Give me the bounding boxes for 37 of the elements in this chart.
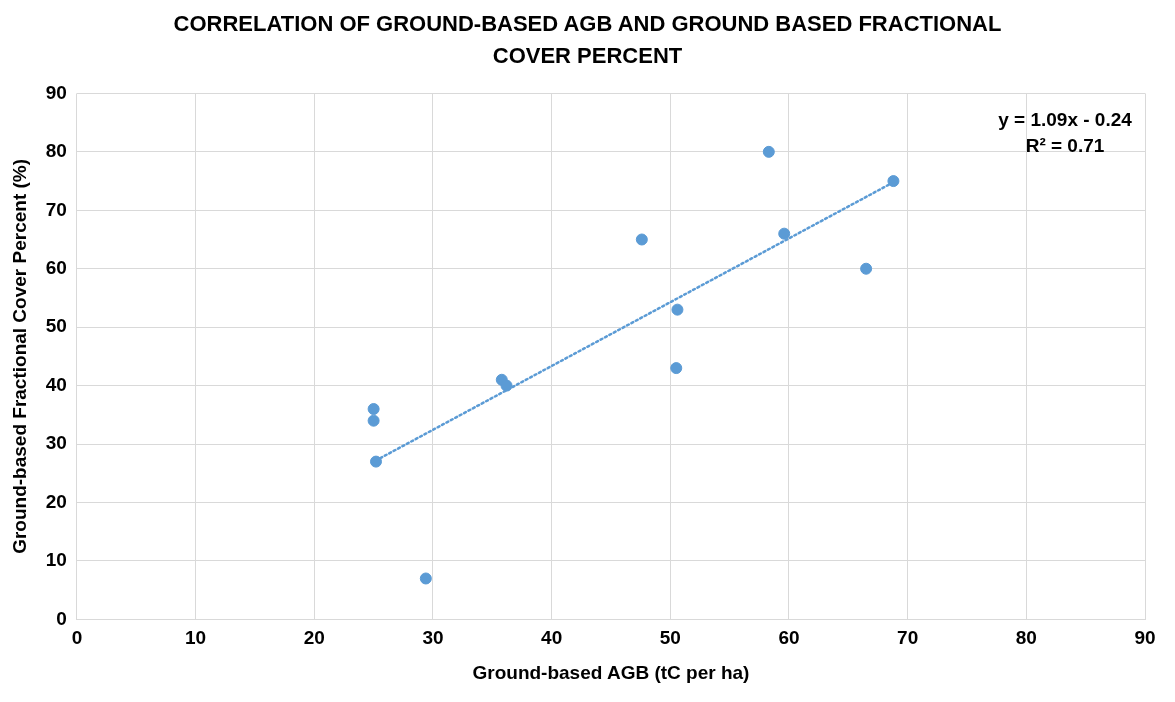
chart-title: CORRELATION OF GROUND-BASED AGB AND GROUND BASED FRACTIONAL COVER PERCENT <box>172 10 1003 70</box>
x-tick-label: 40 <box>541 627 563 649</box>
y-tick-label: 70 <box>45 198 67 220</box>
point <box>369 455 382 468</box>
y-tick-label: 50 <box>45 315 67 337</box>
y-tick-label: 0 <box>56 607 67 629</box>
point <box>671 303 684 316</box>
point <box>887 175 900 188</box>
x-tick-label: 50 <box>659 627 681 649</box>
annotation: R² = 0.71 <box>1025 135 1105 157</box>
x-tick-label: 30 <box>422 627 444 649</box>
annotation: y = 1.09x - 0.24 <box>998 109 1133 131</box>
x-tick-label: 20 <box>303 627 325 649</box>
point <box>670 362 683 375</box>
point <box>367 414 380 427</box>
point <box>500 379 513 392</box>
x-tick-label: 60 <box>778 627 800 649</box>
x-tick-label: 80 <box>1015 627 1037 649</box>
y-tick-label: 10 <box>45 549 67 571</box>
y-tick-label: 20 <box>45 490 67 512</box>
x-tick-label: 70 <box>897 627 919 649</box>
x-tick-label: 0 <box>71 627 83 649</box>
x-axis-title: Ground-based AGB (tC per ha) <box>472 661 750 683</box>
y-tick-label: 30 <box>45 432 67 454</box>
point <box>860 262 873 275</box>
point <box>419 572 432 585</box>
y-tick-label: 40 <box>45 373 67 395</box>
point <box>635 233 648 246</box>
y-tick-label: 80 <box>45 140 67 162</box>
y-tick-label: 60 <box>45 256 67 278</box>
point <box>778 227 791 240</box>
y-tick-label: 90 <box>45 81 67 103</box>
y-axis-title: Ground-based Fractional Cover Percent (%) <box>8 158 30 554</box>
x-tick-label: 90 <box>1134 627 1156 649</box>
x-tick-label: 10 <box>185 627 207 649</box>
point <box>367 403 380 415</box>
point <box>762 145 775 158</box>
